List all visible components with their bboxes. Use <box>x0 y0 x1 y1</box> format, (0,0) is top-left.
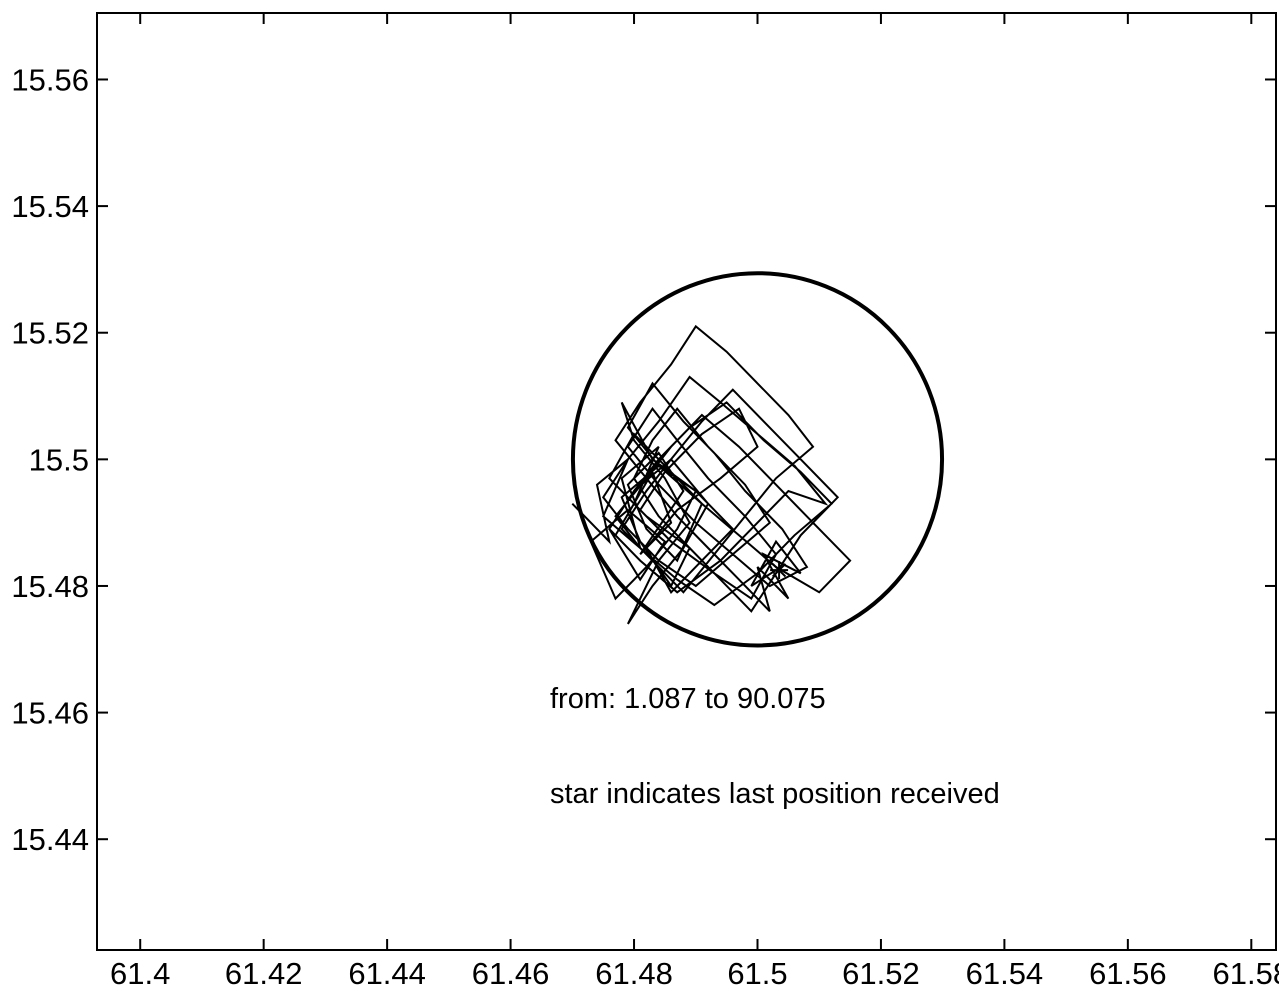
plot-frame <box>96 12 1277 951</box>
x-tick-label: 61.52 <box>842 956 920 991</box>
y-tick-label: 15.48 <box>11 569 89 604</box>
y-axis-tick-labels: 15.44 15.46 15.48 15.5 15.52 15.54 15.56 <box>11 62 89 857</box>
star-legend-annotation: star indicates last position received <box>550 778 1000 810</box>
y-tick-label: 15.5 <box>29 442 89 477</box>
time-range-annotation: from: 1.087 to 90.075 <box>550 683 826 715</box>
y-axis-ticks <box>97 78 1276 841</box>
y-tick-label: 15.54 <box>11 189 89 224</box>
x-tick-label: 61.58 <box>1213 956 1279 991</box>
y-tick-label: 15.46 <box>11 696 89 731</box>
x-tick-label: 61.4 <box>110 956 170 991</box>
y-tick-label: 15.44 <box>11 822 89 857</box>
x-tick-label: 61.46 <box>472 956 550 991</box>
last-position-star <box>770 561 789 580</box>
x-tick-label: 61.48 <box>595 956 673 991</box>
star-stroke <box>772 563 787 578</box>
y-tick-label: 15.56 <box>11 62 89 97</box>
x-axis-ticks <box>139 13 1253 950</box>
x-axis-tick-labels: 61.4 61.42 61.44 61.46 61.48 61.5 61.52 61.54 61… <box>110 956 1279 991</box>
x-tick-label: 61.56 <box>1089 956 1167 991</box>
x-tick-label: 61.42 <box>225 956 303 991</box>
y-tick-label: 15.52 <box>11 316 89 351</box>
x-tick-label: 61.54 <box>966 956 1044 991</box>
range-circle <box>570 271 945 648</box>
x-tick-label: 61.44 <box>348 956 426 991</box>
x-tick-label: 61.5 <box>727 956 787 991</box>
